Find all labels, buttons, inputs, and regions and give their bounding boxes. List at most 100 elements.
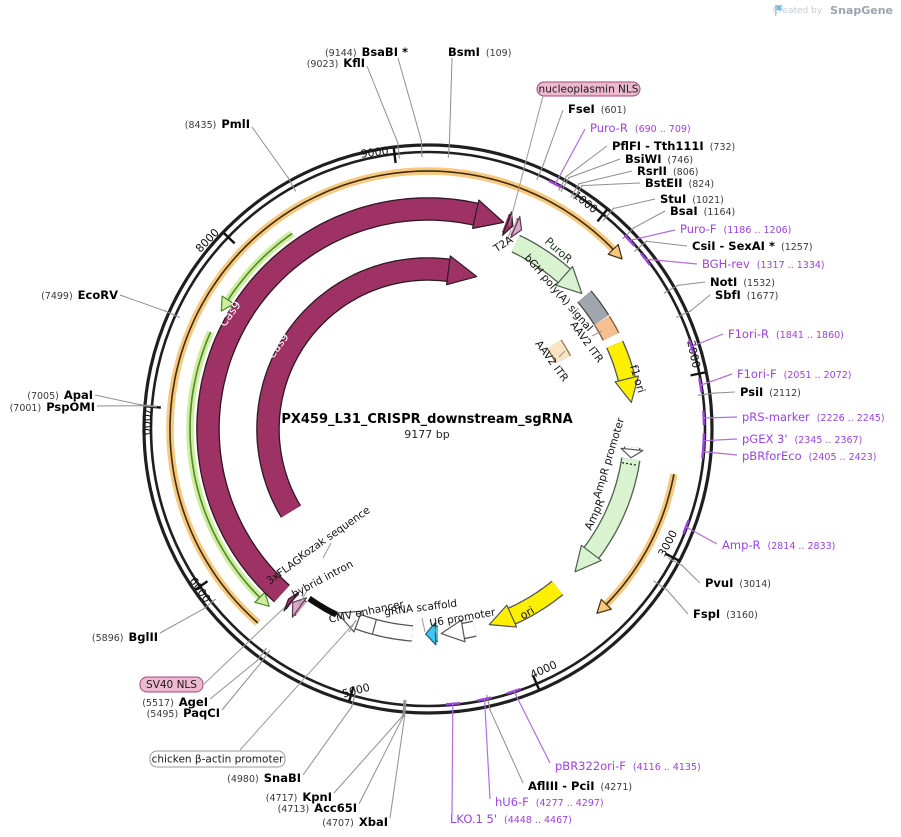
enzyme-callout-line (251, 126, 289, 178)
sv40-nls-tag-callout-line (203, 606, 286, 685)
feature-cas9-inner[interactable] (256, 255, 478, 518)
enzyme-label-bsabi-[interactable]: (9144) BsaBI * (325, 45, 408, 59)
enzyme-label-bsteii[interactable]: BstEII (824) (645, 176, 714, 190)
chicken-beta-actin-promoter-tag-callout-line (239, 620, 357, 751)
enzyme-label-csii-sexai-[interactable]: CsiI - SexAI * (1257) (692, 239, 813, 253)
enzyme-label-paqci[interactable]: (5495) PaqCI (147, 706, 220, 720)
feature-ori[interactable] (488, 580, 564, 628)
primer-label-bgh-rev[interactable]: BGH-rev (1317 .. 1334) (702, 257, 825, 271)
enzyme-callout-line (389, 715, 406, 819)
enzyme-callout-line (448, 57, 453, 142)
feature-arc-fill (512, 236, 570, 283)
enzyme-label-pflfi-tth111i[interactable]: PflFI - Tth111I (732) (612, 139, 735, 153)
enzyme-label-fspi[interactable]: FspI (3160) (693, 607, 758, 621)
chicken-beta-actin-promoter-tag-text: chicken β-actin promoter (152, 754, 284, 766)
primer-label-pbr322ori-f[interactable]: pBR322ori-F (4116 .. 4135) (555, 759, 701, 773)
enzyme-label-kpni[interactable]: (4717) KpnI (266, 790, 332, 804)
enzyme-site-mark (164, 310, 181, 319)
enzyme-label-apai[interactable]: (7005) ApaI (27, 388, 93, 402)
enzyme-label-fsei[interactable]: FseI (601) (568, 102, 626, 116)
enzyme-label-xbai[interactable]: (4707) XbaI (322, 815, 388, 829)
enzyme-label-psii[interactable]: PsiI (2112) (740, 385, 801, 399)
enzyme-label-bsai[interactable]: BsaI (1164) (670, 204, 735, 218)
feature-orf-reverse-1[interactable] (220, 230, 295, 312)
feature-callout-line (591, 330, 603, 337)
enzyme-label-stui[interactable]: StuI (1021) (660, 192, 724, 206)
primer-site-mark (623, 234, 636, 247)
feature-sv40-nls[interactable] (283, 591, 300, 612)
primer-label-pbrforeco[interactable]: pBRforEco (2405 .. 2423) (742, 449, 876, 463)
kozak-label[interactable]: Kozak sequence (296, 504, 372, 562)
feature-cas9-outer[interactable] (196, 197, 505, 603)
feature-arrowhead (596, 598, 612, 614)
primer-label-f1ori-f[interactable]: F1ori-F (2051 .. 2072) (737, 367, 852, 381)
primer-callout-line (513, 691, 551, 764)
enzyme-label-acc65i[interactable]: (4713) Acc65I (278, 801, 357, 815)
feature-cbh-promoter[interactable] (336, 610, 414, 642)
feature-aav2-itr[interactable] (594, 315, 620, 341)
enzyme-label-noti[interactable]: NotI (1532) (710, 275, 775, 289)
enzyme-label-pspomi[interactable]: (7001) PspOMI (10, 400, 95, 414)
enzyme-callout-line (397, 57, 422, 142)
enzyme-label-bglii[interactable]: (5896) BglII (92, 630, 158, 644)
primer-label-hu6-f[interactable]: hU6-F (4277 .. 4297) (495, 795, 604, 809)
plasmid-ring-outer (142, 143, 714, 715)
feature-orf-forward-main[interactable] (166, 167, 623, 626)
sv40-nls-tag[interactable]: SV40 NLS (139, 676, 204, 693)
feature-u6-promoter[interactable] (440, 619, 477, 643)
primer-site-mark (506, 687, 522, 695)
enzyme-callout-line (568, 158, 621, 179)
enzyme-site-mark (667, 557, 683, 567)
enzyme-label-bsiwi[interactable]: BsiWI (746) (625, 152, 693, 166)
enzyme-site-mark (675, 309, 692, 318)
enzyme-label-agei[interactable]: (5517) AgeI (142, 695, 208, 709)
enzyme-callout-line (646, 240, 688, 247)
feature-ampr-promoter[interactable] (620, 446, 644, 459)
feature-orf-reverse-2[interactable] (186, 330, 270, 607)
primer-label-prs-marker[interactable]: pRS-marker (2226 .. 2245) (742, 410, 885, 424)
feature-flag-3x[interactable] (291, 597, 308, 618)
feature-puror[interactable] (511, 234, 583, 295)
enzyme-callout-line (677, 281, 706, 286)
feature-t2a[interactable] (510, 215, 523, 239)
enzyme-label-bsmi[interactable]: BsmI (109) (448, 45, 511, 59)
feature-f1-ori[interactable] (606, 340, 640, 404)
enzyme-callout-line (358, 715, 404, 805)
enzyme-callout-line (690, 294, 711, 312)
primer-label-puro-f[interactable]: Puro-F (1186 .. 1206) (680, 222, 791, 236)
primer-label-amp-r[interactable]: Amp-R (2814 .. 2833) (722, 538, 835, 552)
feature-hybrid-intron[interactable] (307, 596, 338, 618)
primer-label-puro-r[interactable]: Puro-R (690 .. 709) (590, 121, 691, 135)
enzyme-label-kfli[interactable]: (9023) KflI (307, 56, 365, 70)
axis-tick-1000 (596, 209, 608, 223)
primer-callout-line (703, 438, 738, 442)
feature-nucleoplasmin-nls[interactable] (501, 211, 514, 236)
enzyme-label-snabi[interactable]: (4980) SnaBI (227, 771, 301, 785)
feature-arc-fill (461, 621, 477, 638)
chicken-beta-actin-promoter-tag[interactable]: chicken β-actin promoter (149, 750, 286, 768)
feature-ampr[interactable] (574, 457, 641, 573)
nucleoplasmin-nls-tag[interactable]: nucleoplasmin NLS (536, 81, 641, 97)
enzyme-label-ecorv[interactable]: (7499) EcoRV (41, 288, 118, 302)
feature-bgh-polya-signal[interactable] (577, 290, 610, 326)
feature-arc-outline (256, 257, 450, 518)
feature-orf-forward-ampr[interactable] (596, 473, 678, 614)
enzyme-label-pmli[interactable]: (8435) PmlI (185, 117, 250, 131)
plasmid-ring-inner (149, 150, 707, 708)
ori-label[interactable]: ori (518, 604, 537, 622)
enzyme-callout-line (489, 710, 524, 784)
enzyme-label-afliii-pcii[interactable]: AflIII - PciI (4271) (528, 779, 632, 793)
primer-callout-line (645, 258, 698, 265)
feature-aav2-itr-2[interactable] (546, 339, 571, 364)
primer-label-lko-1-5-[interactable]: LKO.1 5' (4448 .. 4467) (450, 812, 572, 826)
primer-label-f1ori-r[interactable]: F1ori-R (1841 .. 1860) (728, 327, 844, 341)
enzyme-label-rsrii[interactable]: RsrII (806) (637, 164, 698, 178)
primer-site-mark (640, 252, 651, 266)
feature-arc-fill (257, 258, 450, 518)
enzyme-label-pvui[interactable]: PvuI (3014) (705, 576, 771, 590)
primer-label-pgex-3-[interactable]: pGEX 3' (2345 .. 2367) (742, 432, 862, 446)
enzyme-callout-line (633, 210, 666, 229)
enzyme-label-sbfi[interactable]: SbfI (1677) (715, 288, 778, 302)
enzyme-callout-line (666, 589, 689, 615)
